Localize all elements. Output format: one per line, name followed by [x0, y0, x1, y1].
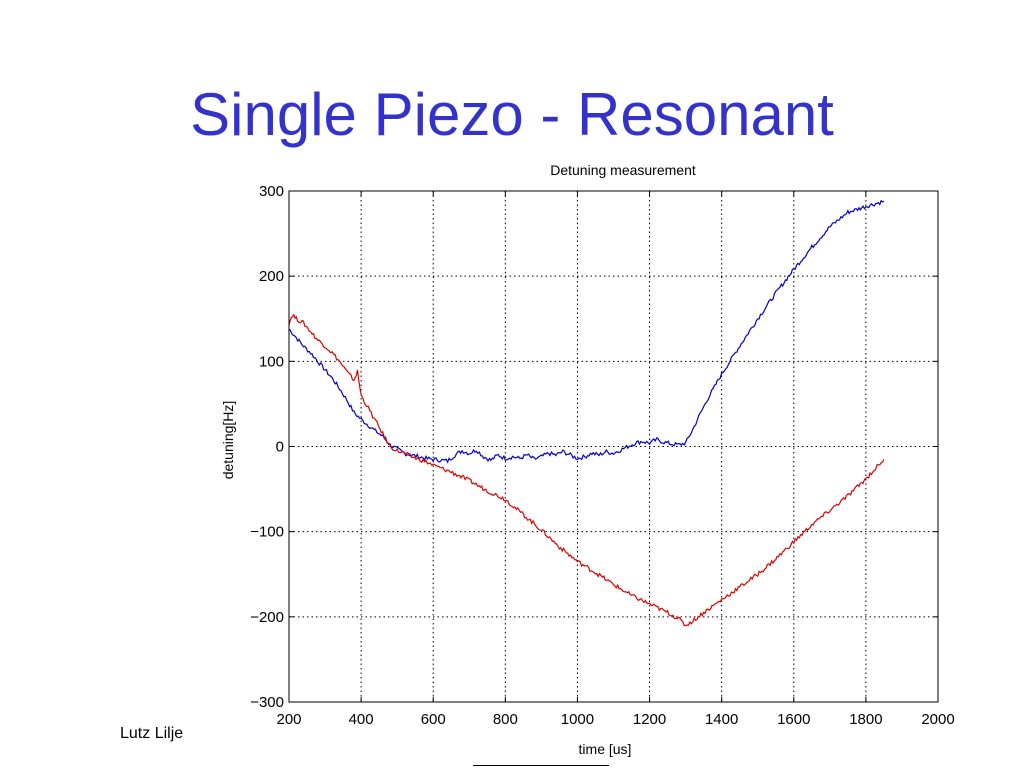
- series-line-1: [288, 199, 885, 464]
- y-tick-label: −200: [250, 609, 284, 626]
- chart-ticks: 200 400 600 800 1000 1200 1400 1600 1800 20003002…: [250, 183, 954, 728]
- slide-title: Single Piezo - Resonant: [190, 81, 834, 148]
- x-tick-label: 1400: [705, 711, 738, 728]
- chart-grid: [289, 191, 938, 702]
- x-tick-label: 400: [349, 711, 374, 728]
- x-tick-label: 1800: [849, 711, 882, 728]
- x-axis-label: time [us]: [579, 741, 632, 757]
- x-tick-label: 1200: [633, 711, 666, 728]
- x-tick-label: 2000: [921, 711, 954, 728]
- y-axis-label: detuning[Hz]: [220, 401, 236, 480]
- x-tick-label: 1000: [561, 711, 594, 728]
- y-tick-label: −100: [250, 524, 284, 541]
- y-tick-label: 300: [259, 183, 284, 200]
- y-tick-label: −300: [250, 694, 284, 711]
- x-tick-label: 1600: [777, 711, 810, 728]
- chart-series: [288, 199, 885, 627]
- y-tick-label: 0: [276, 439, 284, 456]
- x-tick-label: 800: [493, 711, 518, 728]
- y-tick-label: 100: [259, 353, 284, 370]
- footer-divider: [473, 765, 609, 766]
- chart-title: Detuning measurement: [550, 162, 696, 178]
- x-tick-label: 600: [421, 711, 446, 728]
- series-line-2: [288, 313, 885, 627]
- author-name: Lutz Lilje: [120, 725, 184, 742]
- y-tick-label: 200: [259, 268, 284, 285]
- x-tick-label: 200: [276, 711, 301, 728]
